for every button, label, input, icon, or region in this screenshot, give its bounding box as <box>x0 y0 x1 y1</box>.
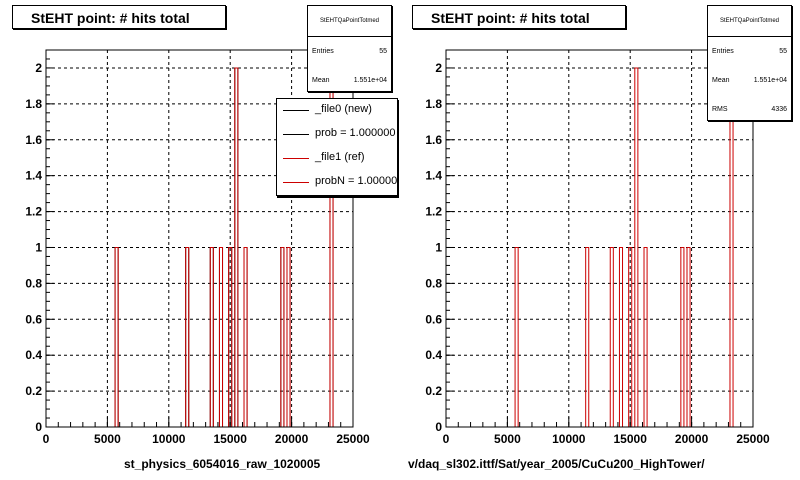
left-plot-title: StEHT point: # hits total <box>12 5 226 29</box>
right-stats-mean-label: Mean <box>712 77 730 84</box>
left-x-tick-label: 5000 <box>94 432 121 446</box>
left-x-tick-label: 10000 <box>152 432 186 446</box>
right-stats-mean-value: 1.551e+04 <box>753 77 787 84</box>
right-histogram-panel: 0 0.2 0.4 0.6 0.8 1 1.2 1.4 1.6 1.8 2 0 5000 10000 150… <box>400 0 800 480</box>
left-legend: _file0 (new) prob = 1.000000 _file1 (ref… <box>276 98 398 196</box>
right-stats-rms-row: RMS 4336 <box>708 95 791 124</box>
right-x-tick-label: 0 <box>443 432 450 446</box>
right-x-tick-label: 15000 <box>614 432 648 446</box>
left-y-tick-label: 0.8 <box>25 276 42 290</box>
legend-swatch-file1 <box>283 158 309 159</box>
right-histogram-plot: 0 0.2 0.4 0.6 0.8 1 1.2 1.4 1.6 1.8 2 0 5000 10000 150… <box>425 49 770 446</box>
left-stats-name: StEHTQaPointTotmed <box>308 6 391 37</box>
legend-label-probn: probN = 1.000000 <box>315 175 398 187</box>
left-y-tick-label: 0.4 <box>25 348 42 362</box>
right-y-tick-label: 0.2 <box>425 384 442 398</box>
right-x-axis-label: v/daq_sl302.ittf/Sat/year_2005/CuCu200_H… <box>408 457 705 471</box>
right-stats-rms-label: RMS <box>712 106 728 113</box>
right-y-tick-label: 1.8 <box>425 97 442 111</box>
legend-entry-file1: _file1 (ref) <box>277 147 397 171</box>
right-stats-entries-value: 55 <box>779 48 787 55</box>
left-stats-entries-label: Entries <box>312 48 334 55</box>
legend-label-prob: prob = 1.000000 <box>315 127 396 139</box>
right-plot-frame <box>445 49 754 428</box>
left-x-tick-label: 0 <box>43 432 50 446</box>
left-y-tick-label: 1 <box>35 240 42 254</box>
left-plot-frame <box>45 49 354 428</box>
left-y-tick-label: 0.6 <box>25 312 42 326</box>
left-y-tick-label: 1.6 <box>25 133 42 147</box>
right-stats-name: StEHTQaPointTotmed <box>708 6 791 37</box>
right-y-tick-label: 0.4 <box>425 348 442 362</box>
legend-entry-file0: _file0 (new) <box>277 99 397 123</box>
legend-label-file1: _file1 (ref) <box>315 151 365 163</box>
left-x-axis-label: st_physics_6054016_raw_1020005 <box>124 457 321 471</box>
right-stats-rms-value: 4336 <box>771 106 787 113</box>
left-stats-mean-label: Mean <box>312 77 330 84</box>
right-y-tick-label: 0.6 <box>425 312 442 326</box>
right-y-tick-label: 1.4 <box>425 169 442 183</box>
right-x-tick-label: 25000 <box>736 432 770 446</box>
right-y-tick-label: 0.8 <box>425 276 442 290</box>
left-x-tick-label: 15000 <box>214 432 248 446</box>
left-stats-box: StEHTQaPointTotmed Entries 55 Mean 1.551… <box>307 5 392 92</box>
legend-swatch-probn <box>283 182 309 183</box>
right-y-tick-label: 1.2 <box>425 205 442 219</box>
left-y-tick-label: 0.2 <box>25 384 42 398</box>
left-y-tick-label: 1.8 <box>25 97 42 111</box>
left-stats-mean-row: Mean 1.551e+04 <box>308 66 391 95</box>
legend-entry-probn: probN = 1.000000 <box>277 171 397 195</box>
legend-label-file0: _file0 (new) <box>315 103 372 115</box>
right-y-tick-label: 0 <box>435 420 442 434</box>
left-stats-entries-row: Entries 55 <box>308 37 391 66</box>
right-y-tick-label: 2 <box>435 61 442 75</box>
left-x-tick-label: 20000 <box>275 432 309 446</box>
left-y-tick-label: 1.4 <box>25 169 42 183</box>
right-x-tick-label: 20000 <box>675 432 709 446</box>
legend-swatch-prob <box>283 134 309 135</box>
right-plot-title: StEHT point: # hits total <box>412 5 626 29</box>
right-stats-box: StEHTQaPointTotmed Entries 55 Mean 1.551… <box>707 5 792 121</box>
left-stats-entries-value: 55 <box>379 48 387 55</box>
right-stats-entries-row: Entries 55 <box>708 37 791 66</box>
left-y-tick-label: 0 <box>35 420 42 434</box>
left-y-tick-label: 1.2 <box>25 205 42 219</box>
legend-swatch-file0 <box>283 110 309 111</box>
left-histogram-panel: 0 0.2 0.4 0.6 0.8 1 1.2 1.4 1.6 1.8 2 0 5000 10000 150… <box>12 5 398 471</box>
left-x-tick-label: 25000 <box>336 432 370 446</box>
right-x-tick-label: 5000 <box>494 432 521 446</box>
right-stats-mean-row: Mean 1.551e+04 <box>708 66 791 95</box>
left-y-tick-label: 2 <box>35 61 42 75</box>
legend-entry-prob: prob = 1.000000 <box>277 123 397 147</box>
right-stats-entries-label: Entries <box>712 48 734 55</box>
right-y-tick-label: 1.6 <box>425 133 442 147</box>
right-x-tick-label: 10000 <box>552 432 586 446</box>
right-y-tick-label: 1 <box>435 240 442 254</box>
left-stats-mean-value: 1.551e+04 <box>353 77 387 84</box>
